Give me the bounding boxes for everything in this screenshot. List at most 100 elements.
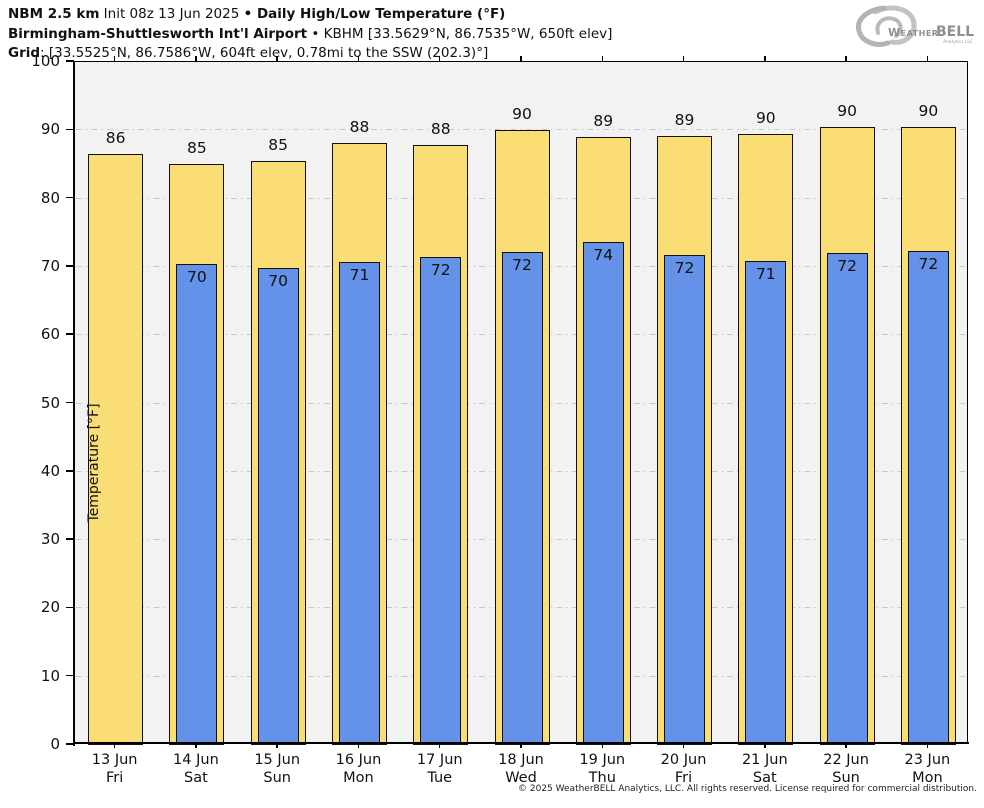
y-axis-tick: [66, 265, 74, 267]
y-axis-tick-label: 60: [40, 325, 60, 344]
x-axis-weekday-label: Fri: [674, 770, 693, 786]
y-axis-tick-label: 100: [31, 52, 60, 70]
station-name: Birmingham-Shuttlesworth Int'l Airport: [8, 25, 308, 42]
high-value-label: 85: [187, 139, 207, 158]
x-axis-date-label: 17 Jun: [416, 752, 463, 768]
low-value-label: 72: [674, 258, 695, 277]
x-axis-top-tick: [601, 56, 604, 61]
y-axis-tick-label: 70: [40, 256, 60, 275]
x-axis-weekday-label: Wed: [505, 770, 537, 786]
low-bar: [338, 262, 380, 745]
x-axis-weekday-label: Mon: [343, 770, 374, 786]
x-axis-weekday-label: Sat: [752, 770, 777, 786]
x-axis-tick: [926, 744, 929, 748]
x-axis-top-tick: [276, 56, 278, 61]
x-axis-date-label: 21 Jun: [741, 752, 788, 768]
temperature-bar-chart: 86 85 70 85 70 88 71 88 72 90 72 89 74 89 72 90 71 90 72 90…: [31, 52, 969, 786]
x-axis-date-label: 16 Jun: [335, 752, 382, 768]
grid-details: : [33.5525°N, 86.7586°W, 604ft elev, 0.7…: [40, 45, 489, 61]
x-axis-weekday-label: Sun: [832, 770, 860, 786]
x-axis-date-label: 22 Jun: [823, 752, 869, 768]
low-bar: [257, 268, 299, 745]
y-axis-tick-label: 30: [40, 530, 60, 549]
high-value-label: 90: [837, 101, 857, 120]
low-bar: [176, 264, 218, 745]
x-axis-spine: [73, 742, 969, 744]
x-axis-top-tick: [520, 56, 522, 61]
x-axis-top-tick: [764, 56, 766, 61]
x-axis-date-label: 20 Jun: [660, 752, 707, 768]
grid-label: Grid: [8, 45, 41, 61]
high-value-label: 85: [268, 136, 289, 155]
low-bar: [664, 254, 706, 745]
x-axis-weekday-label: Tue: [427, 770, 453, 786]
high-value-label: 90: [918, 101, 939, 120]
y-axis-tick-label: 50: [40, 393, 60, 412]
header-line-1: NBM 2.5 km Init 08z 13 Jun 2025 • Daily …: [8, 5, 612, 25]
x-axis-top-tick: [195, 56, 197, 61]
x-axis-top-tick: [357, 56, 360, 61]
y-axis-tick-label: 40: [40, 461, 60, 480]
y-axis-tick-label: 90: [40, 120, 60, 139]
y-axis-tick-label: 0: [50, 735, 60, 753]
high-value-label: 88: [349, 117, 370, 136]
logo-text-weather: Weather: [888, 26, 938, 39]
low-bar: [826, 253, 868, 745]
x-axis-tick: [682, 744, 685, 748]
x-axis-tick: [195, 744, 197, 748]
y-axis-tick-label: 20: [40, 598, 60, 617]
x-axis-tick: [845, 744, 847, 748]
header-line-3: Grid: [33.5525°N, 86.7586°W, 604ft elev,…: [8, 44, 612, 64]
low-value-label: 71: [755, 264, 776, 283]
x-axis-top-tick: [113, 56, 116, 61]
x-axis-top-tick: [438, 56, 441, 61]
y-axis-tick-label: 80: [40, 188, 60, 207]
low-value-label: 72: [837, 257, 857, 276]
x-axis-date-label: 15 Jun: [254, 752, 301, 768]
copyright-notice: © 2025 WeatherBELL Analytics, LLC. All r…: [518, 784, 977, 794]
x-axis-weekday-label: Sun: [263, 770, 291, 786]
x-axis-top-tick: [926, 56, 929, 61]
product-title: Daily High/Low Temperature (°F): [252, 6, 506, 22]
y-axis-tick: [66, 470, 74, 472]
low-bar: [582, 241, 624, 745]
x-axis-weekday-label: Mon: [912, 770, 943, 786]
x-axis-date-label: 19 Jun: [579, 752, 626, 768]
low-value-label: 72: [918, 255, 939, 274]
x-axis-tick: [764, 744, 766, 748]
y-axis-tick: [66, 401, 74, 404]
x-axis-tick: [601, 744, 604, 748]
y-axis-title: Temperature [°F]: [86, 403, 102, 523]
low-value-label: 74: [593, 245, 614, 264]
low-value-label: 71: [349, 266, 370, 285]
weatherbell-logo: Weather BELL Analytics LLC: [850, 2, 978, 52]
x-axis-top-tick: [845, 56, 847, 61]
bullet-separator: •: [307, 25, 324, 42]
low-bar: [501, 251, 543, 745]
x-axis-date-label: 18 Jun: [498, 752, 544, 768]
low-bar: [907, 251, 949, 745]
chart-header: NBM 2.5 km Init 08z 13 Jun 2025 • Daily …: [8, 5, 612, 64]
x-axis-weekday-label: Sat: [184, 770, 208, 786]
init-time: Init 08z 13 Jun 2025: [99, 6, 244, 22]
x-axis-tick: [276, 744, 278, 748]
x-axis-weekday-label: Thu: [588, 770, 616, 786]
x-axis-top-tick: [682, 56, 685, 61]
low-value-label: 70: [187, 268, 207, 287]
x-axis-tick: [438, 744, 441, 748]
high-value-label: 90: [512, 105, 532, 124]
high-value-label: 89: [674, 111, 695, 130]
high-value-label: 90: [755, 108, 776, 127]
header-line-2: Birmingham-Shuttlesworth Int'l Airport •…: [8, 25, 612, 45]
y-axis-tick: [66, 674, 74, 677]
low-bar: [745, 260, 787, 745]
station-details: KBHM [33.5629°N, 86.7535°W, 650ft elev]: [323, 25, 613, 42]
x-axis-weekday-label: Fri: [105, 770, 124, 786]
high-value-label: 89: [593, 112, 614, 131]
plot-area: 86 85 70 85 70 88 71 88 72 90 72 89 74 89 72 90 71 90 72 90…: [74, 61, 968, 745]
y-axis-tick: [66, 743, 74, 745]
x-axis-date-label: 13 Jun: [91, 752, 138, 768]
logo-text-bell: BELL: [936, 24, 974, 40]
y-axis-spine: [73, 61, 75, 746]
y-axis-tick-label: 10: [40, 666, 60, 685]
